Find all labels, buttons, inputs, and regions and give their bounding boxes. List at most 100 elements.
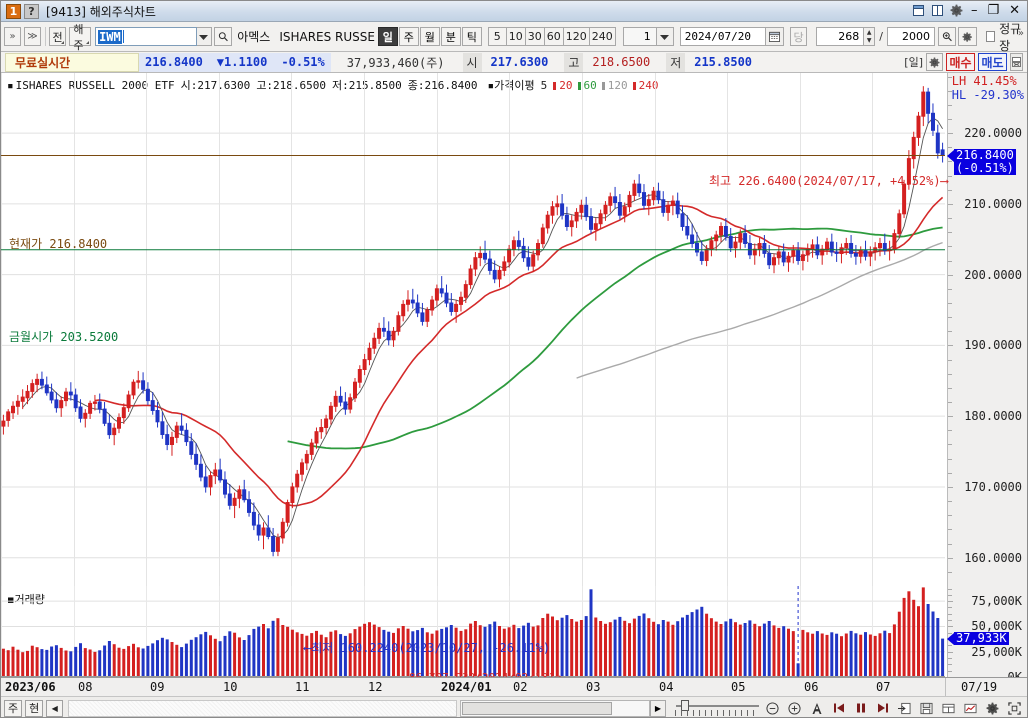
prev-button[interactable]: 전 xyxy=(48,27,67,46)
fullscreen-icon[interactable] xyxy=(1006,700,1023,717)
volume-axis-minor-tick xyxy=(948,588,952,590)
x-axis-tick-label: 03 xyxy=(586,680,601,694)
tick-count-input[interactable]: 1 xyxy=(622,27,657,46)
collapse-icon[interactable] xyxy=(1010,53,1023,71)
market-select-button[interactable]: 해주 xyxy=(69,23,92,52)
calendar-icon[interactable] xyxy=(765,27,784,46)
minimize-button[interactable]: – xyxy=(970,3,978,18)
lh-label: LH xyxy=(951,74,967,88)
interval-60-button[interactable]: 60 xyxy=(544,27,564,46)
tick-count-chevron-down-icon[interactable] xyxy=(656,27,674,46)
interval-240-button[interactable]: 240 xyxy=(589,27,616,46)
gear-icon[interactable] xyxy=(949,3,964,18)
symbol-code-value: IWM xyxy=(98,29,122,44)
toolbar-overflow-button[interactable]: » xyxy=(1017,28,1024,39)
window-layout-icon[interactable] xyxy=(930,3,945,18)
scrollbar-thumb[interactable] xyxy=(462,701,612,715)
price-axis-minor-tick xyxy=(948,486,952,488)
pause-icon[interactable] xyxy=(852,700,869,717)
price-axis-minor-tick xyxy=(948,104,952,106)
scroll-right-button[interactable]: ▶ xyxy=(650,699,666,717)
interval-30-button[interactable]: 30 xyxy=(525,27,545,46)
volume-axis-minor-tick xyxy=(948,620,952,622)
table-icon[interactable] xyxy=(940,700,957,717)
price-change-percent: -0.51% xyxy=(281,55,325,69)
period-week-button[interactable]: 주 xyxy=(398,27,419,46)
low-key: 저 xyxy=(666,52,686,72)
regular-session-checkbox[interactable] xyxy=(985,31,996,42)
price-axis-minor-tick xyxy=(948,416,952,418)
font-size-icon[interactable] xyxy=(808,700,825,717)
price-tick-label: 190.0000 xyxy=(964,338,1022,353)
current-button[interactable]: 현 xyxy=(25,699,44,717)
scroll-left-button[interactable]: ◀ xyxy=(46,699,64,717)
bar-count-input[interactable]: 268 xyxy=(816,27,865,46)
price-axis[interactable]: LH 41.45% HL -29.30% 220.0000 210.0000 200… xyxy=(947,73,1027,587)
zoom-out-icon[interactable] xyxy=(764,700,781,717)
regular-session-toggle[interactable]: 정규장 xyxy=(985,20,1027,54)
zoom-in-icon[interactable] xyxy=(786,700,803,717)
minute-interval-group: 5 10 30 60 120 240 xyxy=(487,27,616,46)
x-axis-tick-label: 12 xyxy=(368,680,383,694)
export-icon[interactable] xyxy=(896,700,913,717)
symbol-code-input[interactable]: IWM xyxy=(95,27,198,46)
price-plot[interactable] xyxy=(1,73,946,586)
tick-count-control: 1 xyxy=(622,27,674,46)
skip-first-icon[interactable] xyxy=(830,700,847,717)
ma-legend-title: 가격이평 xyxy=(494,79,535,92)
nav-down-button[interactable]: ≫ xyxy=(24,27,41,46)
date-input[interactable]: 2024/07/20 xyxy=(679,27,766,46)
gear-icon[interactable] xyxy=(958,27,977,46)
skip-last-icon[interactable] xyxy=(874,700,891,717)
slider-track xyxy=(676,704,759,707)
interval-120-button[interactable]: 120 xyxy=(563,27,590,46)
week-button[interactable]: 주 xyxy=(4,699,23,717)
chart-area[interactable]: ▪ ISHARES RUSSELL 2000 ETF 시:217.6300 고:… xyxy=(1,73,1027,699)
price-axis-minor-tick xyxy=(948,232,952,234)
sell-button[interactable]: 매도 xyxy=(978,53,1007,71)
price-axis-minor-tick xyxy=(948,133,952,135)
period-day-button[interactable]: 일 xyxy=(377,27,398,46)
legend-low: 저:215.8500 xyxy=(332,79,402,92)
interval-10-button[interactable]: 10 xyxy=(506,27,526,46)
price-axis-minor-tick xyxy=(948,246,952,248)
price-tick-label: 210.0000 xyxy=(964,196,1022,211)
price-axis-minor-tick xyxy=(948,189,952,191)
buy-button[interactable]: 매수 xyxy=(946,53,975,71)
period-month-button[interactable]: 월 xyxy=(419,27,440,46)
window-restore-icon[interactable] xyxy=(911,3,926,18)
chevron-down-icon[interactable] xyxy=(197,27,212,46)
gear-icon[interactable] xyxy=(926,53,943,71)
day-toggle-button[interactable]: 당 xyxy=(789,27,808,46)
chart-icon[interactable] xyxy=(962,700,979,717)
period-minute-button[interactable]: 분 xyxy=(440,27,461,46)
close-button[interactable]: ✕ xyxy=(1009,3,1020,18)
symbol-display: 아멕스 ISHARES RUSSELL xyxy=(237,27,375,46)
save-icon[interactable] xyxy=(918,700,935,717)
bar-count-stepper[interactable]: ▲ ▼ xyxy=(864,27,876,46)
maximize-button[interactable]: ❐ xyxy=(987,3,1000,18)
search-icon[interactable] xyxy=(213,27,233,46)
volume-plot[interactable] xyxy=(1,586,946,678)
price-axis-minor-tick xyxy=(948,175,952,177)
gear-icon[interactable] xyxy=(984,700,1001,717)
price-tick-label: 180.0000 xyxy=(964,409,1022,424)
period-tick-button[interactable]: 틱 xyxy=(461,27,482,46)
help-icon[interactable]: ? xyxy=(24,3,39,19)
volume-axis-minor-tick xyxy=(948,594,952,596)
x-axis[interactable]: 2023/06 08 09 10 11 12 2024/01 02 03 04 05 06 07 07/… xyxy=(1,677,1027,697)
x-axis-tick-label: 05 xyxy=(731,680,746,694)
volume-axis-minor-tick xyxy=(948,651,952,653)
x-axis-divider xyxy=(945,678,946,697)
horizontal-scrollbar[interactable] xyxy=(460,699,650,717)
max-count-input[interactable]: 2000 xyxy=(886,27,935,46)
interval-5-button[interactable]: 5 xyxy=(487,27,507,46)
toolbar-divider xyxy=(45,27,46,46)
x-axis-tick-label: 04 xyxy=(659,680,674,694)
nav-next-button[interactable]: » xyxy=(4,27,21,46)
zoom-slider[interactable] xyxy=(673,699,759,717)
zoom-in-icon[interactable] xyxy=(937,27,957,46)
volume-tag-arrow xyxy=(947,632,954,645)
